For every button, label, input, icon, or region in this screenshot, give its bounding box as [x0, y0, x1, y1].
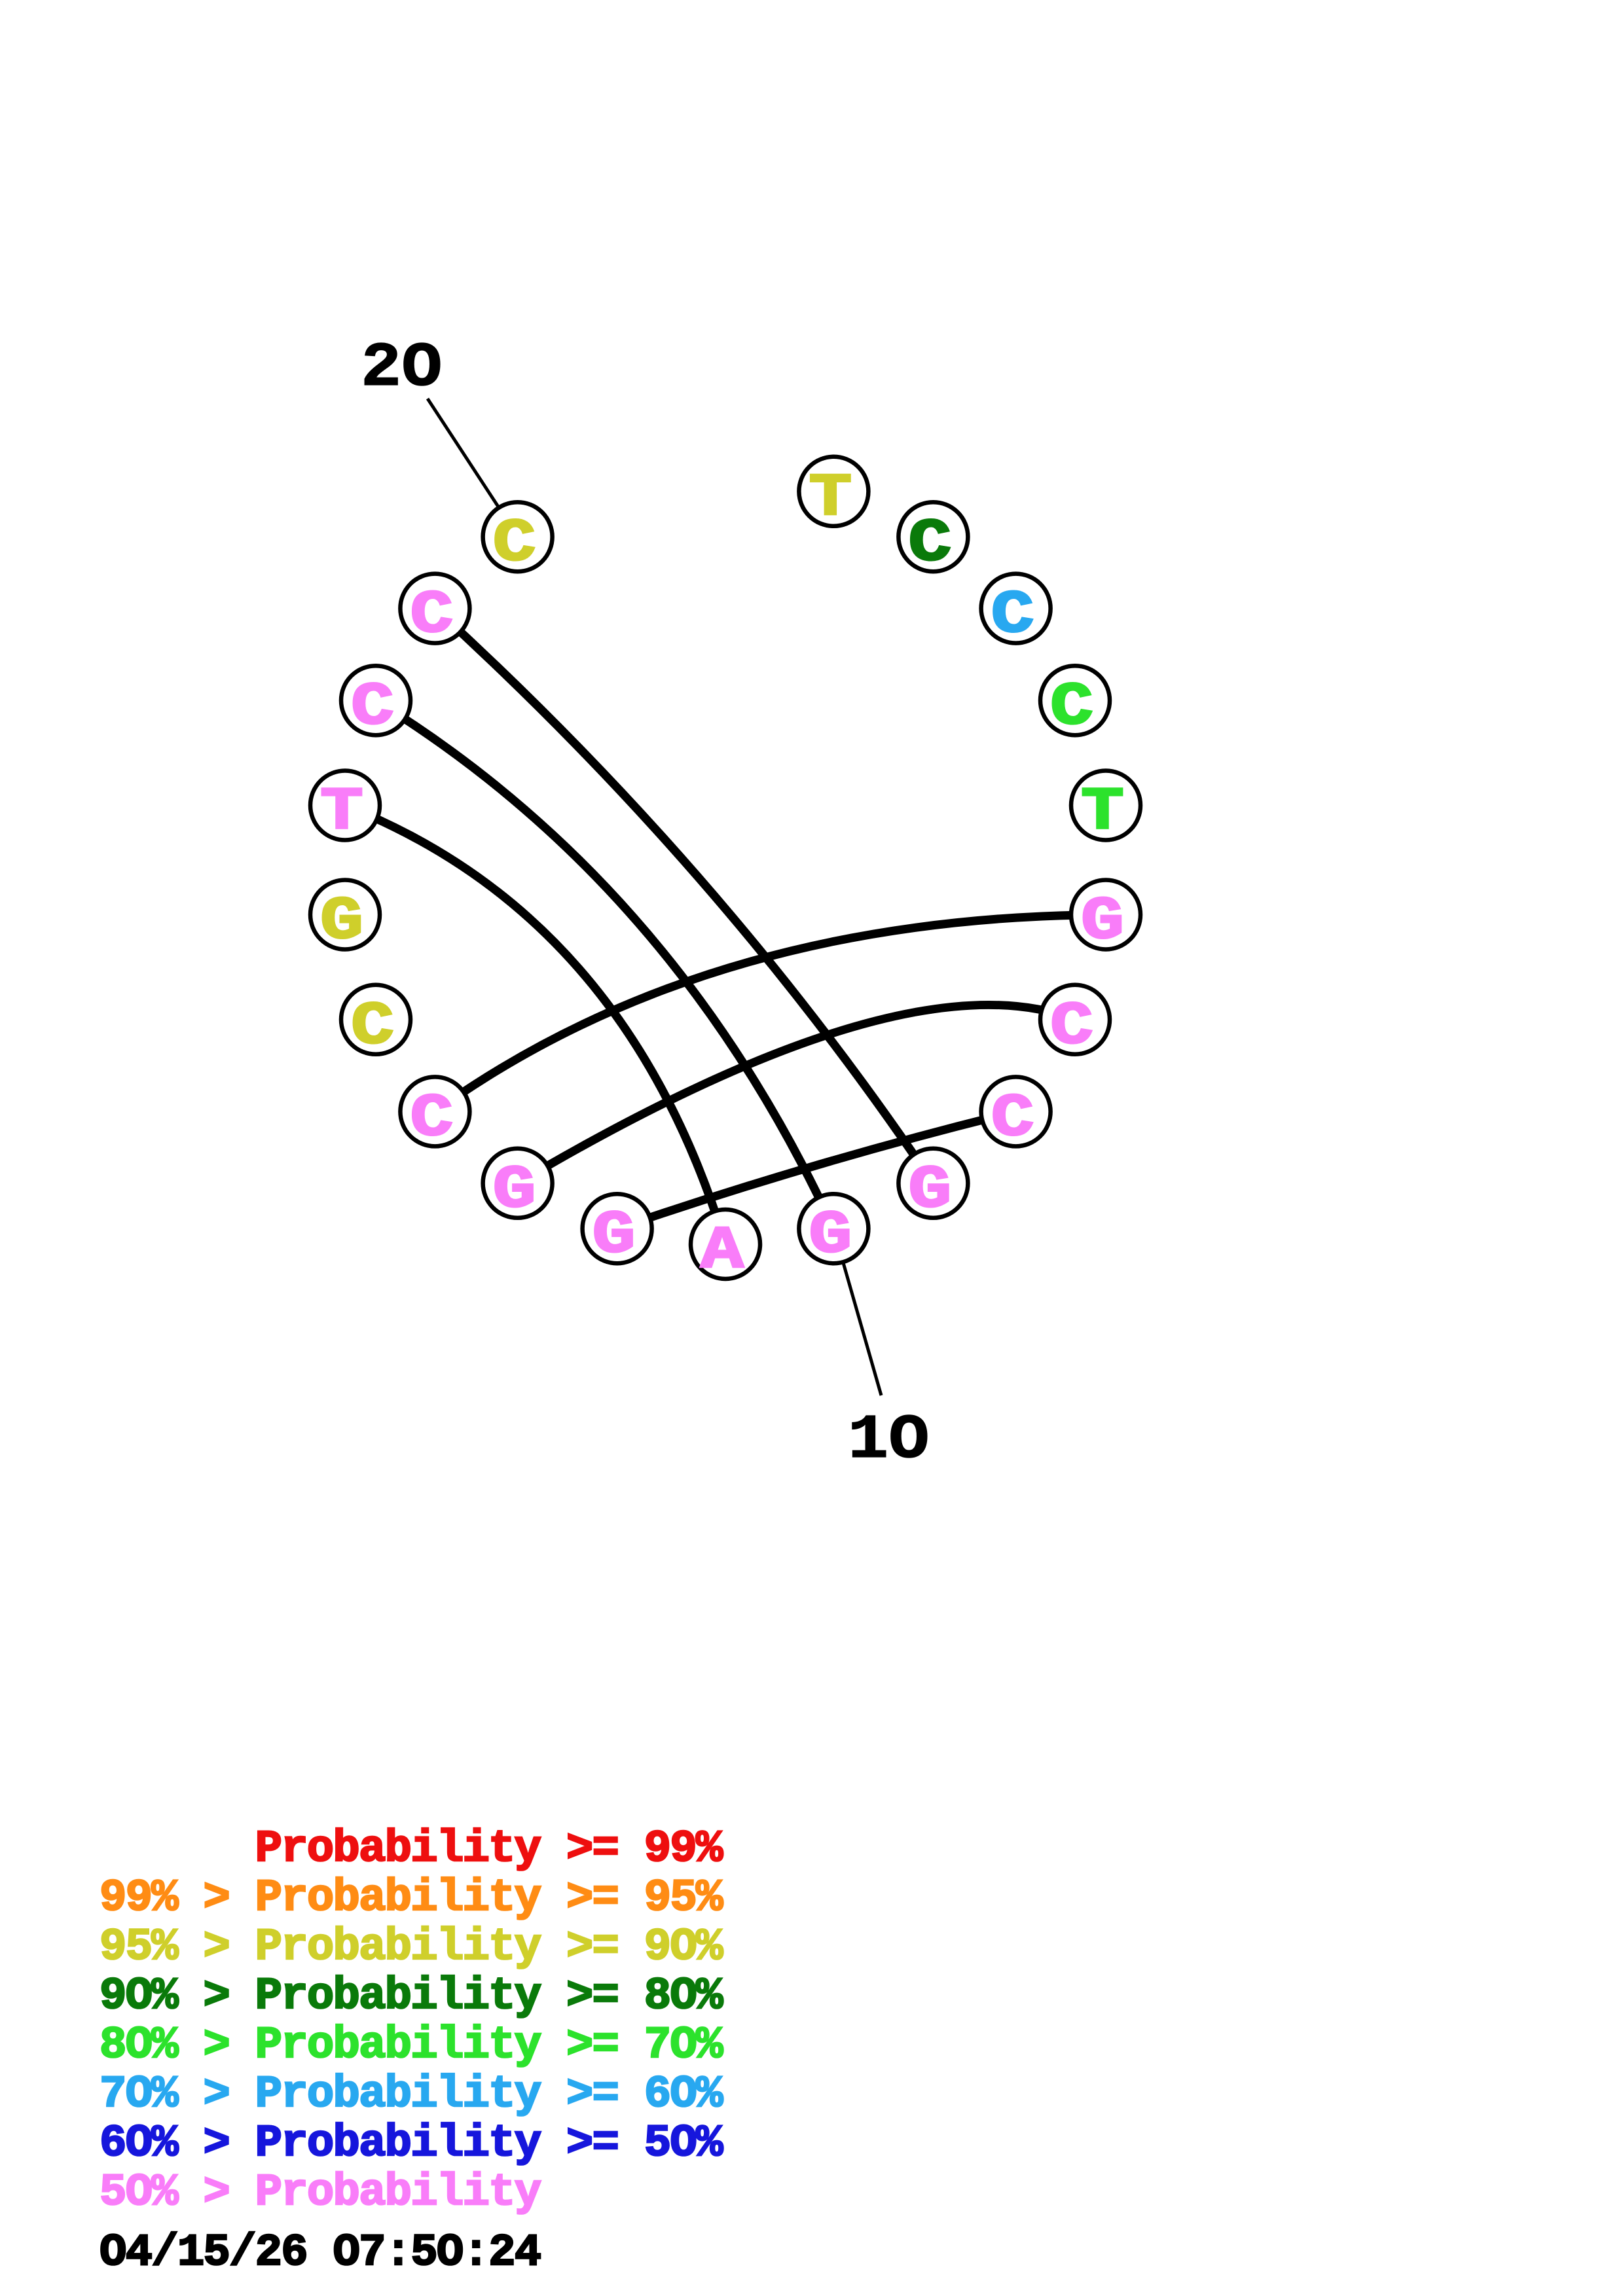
svg-text:95% > Probability >= 9O%: 95% > Probability >= 9O%	[100, 1922, 723, 1973]
svg-text:1O: 1O	[848, 1405, 929, 1477]
svg-text:G: G	[1081, 888, 1124, 956]
svg-text:T: T	[320, 779, 363, 847]
svg-text:T: T	[809, 465, 852, 533]
svg-text:O4/15/26 O7:5O:24: O4/15/26 O7:5O:24	[100, 2227, 541, 2278]
svg-text:8O% > Probability >= 7O%: 8O% > Probability >= 7O%	[100, 2020, 723, 2071]
svg-text:C: C	[991, 1085, 1034, 1153]
svg-text:6O% > Probability >= 5O%: 6O% > Probability >= 5O%	[100, 2118, 723, 2169]
svg-text:A: A	[701, 1217, 744, 1285]
svg-text:99% > Probability >= 95%: 99% > Probability >= 95%	[100, 1873, 723, 1924]
svg-text:C: C	[1050, 993, 1093, 1061]
svg-text:C: C	[351, 674, 394, 742]
svg-text:C: C	[410, 582, 454, 650]
svg-text:C: C	[909, 511, 952, 579]
svg-text:G: G	[809, 1202, 852, 1270]
svg-text:G: G	[493, 1157, 536, 1225]
svg-text:G: G	[320, 888, 363, 956]
svg-text:C: C	[410, 1085, 454, 1153]
svg-text:9O% > Probability >= 8O%: 9O% > Probability >= 8O%	[100, 1971, 723, 2022]
svg-text:2O: 2O	[361, 333, 442, 404]
svg-text:G: G	[593, 1202, 636, 1270]
svg-text:T: T	[1081, 779, 1124, 847]
svg-text:C: C	[351, 993, 394, 1061]
svg-text:5O% > Probability: 5O% > Probability	[100, 2167, 541, 2218]
svg-text:7O% > Probability >= 6O%: 7O% > Probability >= 6O%	[100, 2069, 723, 2120]
svg-text:Probability >= 99%: Probability >= 99%	[255, 1823, 723, 1874]
svg-text:C: C	[1050, 674, 1093, 742]
svg-text:G: G	[909, 1157, 952, 1225]
svg-text:C: C	[991, 582, 1034, 650]
svg-text:C: C	[493, 511, 536, 579]
